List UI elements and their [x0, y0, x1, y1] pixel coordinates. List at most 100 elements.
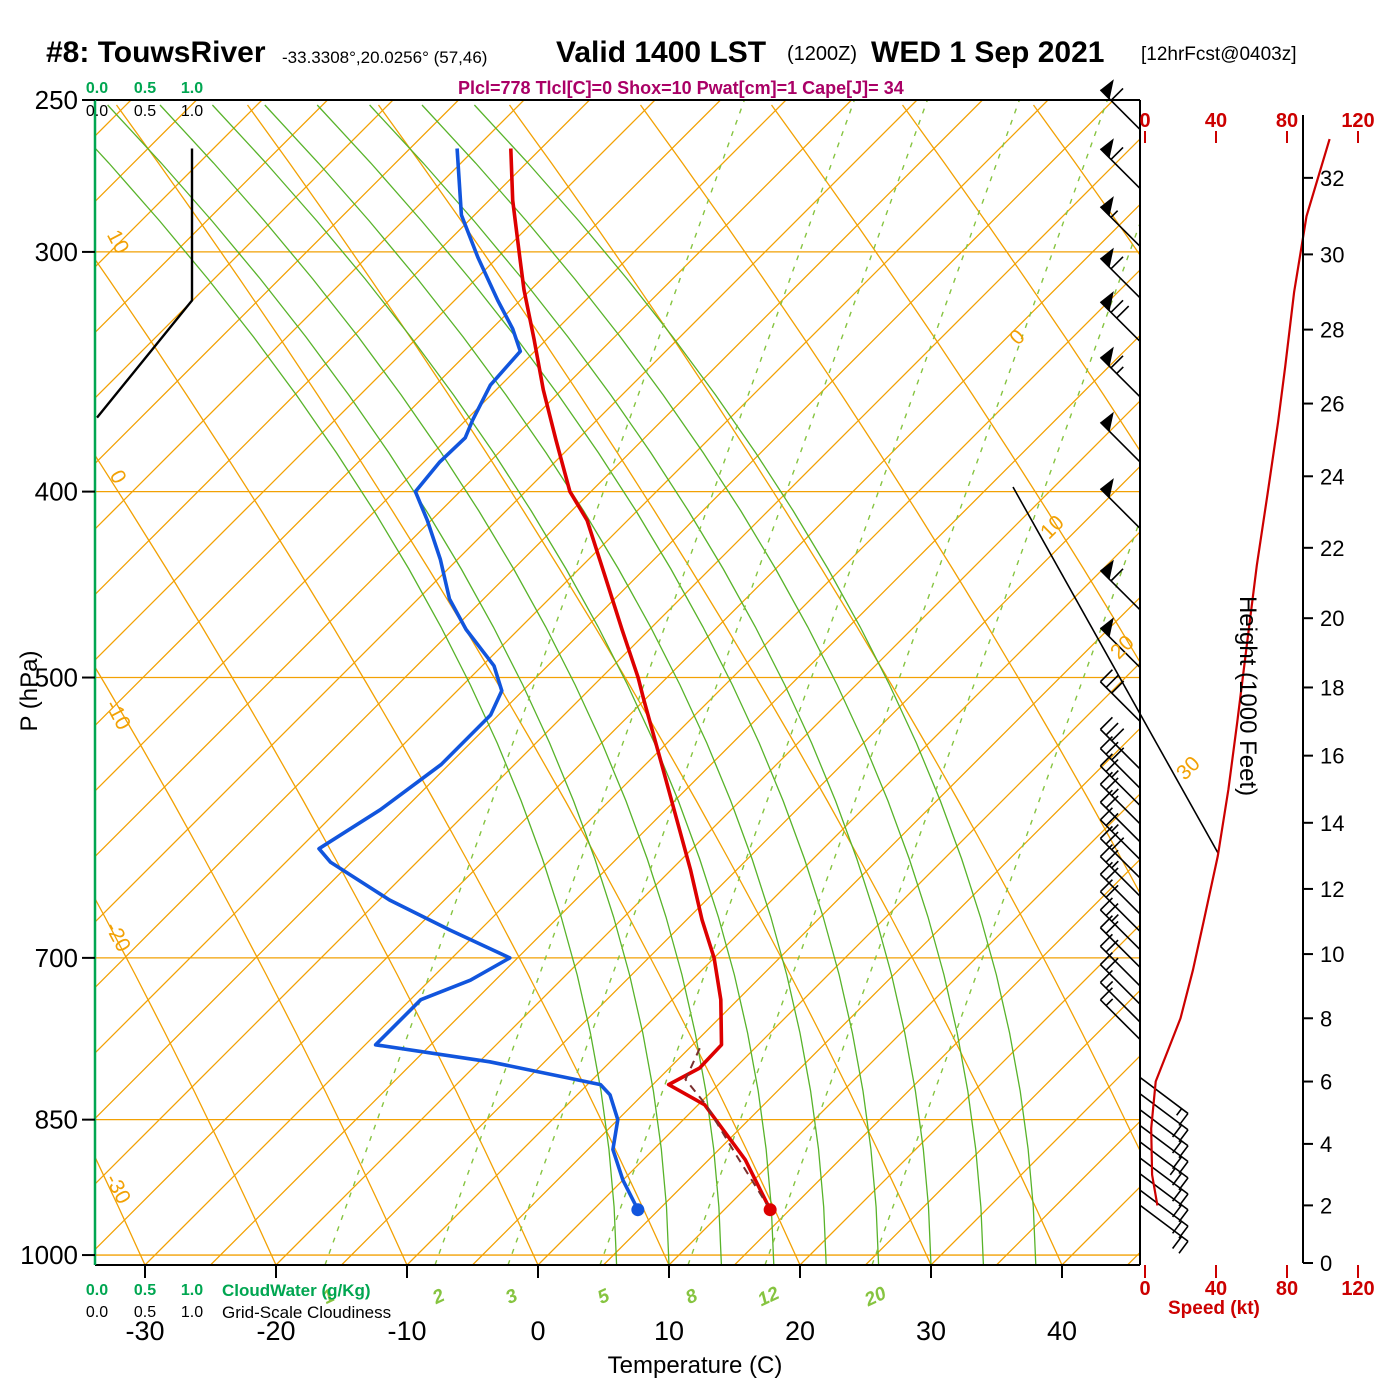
height-tick-label: 0 — [1320, 1251, 1332, 1276]
isotherm-line — [95, 100, 394, 399]
diagonal-reference-line — [1012, 486, 1219, 854]
speed-tick-label-top: 0 — [1139, 110, 1150, 132]
pressure-tick-label: 400 — [35, 477, 78, 507]
wind-barb-staff — [1099, 148, 1141, 190]
wind-barb-staff — [1099, 627, 1141, 669]
wind-barb-full — [1105, 884, 1119, 898]
temperature-tick-label: 30 — [916, 1316, 946, 1346]
isotherm-line — [95, 203, 1140, 1251]
dry-adiabat-label: 10 — [102, 226, 133, 257]
cloudiness-curve — [96, 148, 194, 419]
isotherm-line — [95, 100, 983, 989]
wind-barb-staff — [1099, 964, 1141, 1005]
isotherm-label: 10 — [1036, 511, 1069, 544]
wind-barb-full — [1105, 674, 1119, 688]
forecast-tag: [12hrFcst@0403z] — [1141, 44, 1297, 65]
wind-barb-half — [1111, 823, 1119, 832]
dry-adiabat-label: 0 — [105, 466, 131, 487]
wind-barb-staff — [1099, 421, 1141, 463]
valid-time: Valid 1400 LST — [556, 36, 767, 69]
temperature-tick-label: 0 — [530, 1316, 545, 1346]
isotherm-line — [537, 662, 1140, 1265]
wind-barb-staff — [1099, 873, 1141, 915]
wind-barb-full — [1099, 987, 1113, 1001]
wind-barb-staff — [1099, 206, 1141, 247]
wind-barb-full — [1099, 716, 1113, 730]
isotherm-line — [95, 100, 656, 661]
wind-barb-pennant — [1100, 478, 1114, 498]
isotherm-line — [95, 100, 918, 923]
wind-barb-half — [1116, 366, 1124, 375]
wind-barb-full — [1105, 849, 1119, 863]
height-tick-label: 30 — [1320, 242, 1344, 267]
wind-barb-half — [1105, 998, 1114, 1007]
isotherm-line — [95, 100, 787, 792]
height-tick-label: 10 — [1320, 942, 1344, 967]
temperature-tick-label: -20 — [256, 1316, 295, 1346]
wind-barb-staff — [1099, 927, 1141, 968]
parcel-ascent-curve — [684, 1045, 772, 1211]
wind-barb-staff — [1099, 891, 1141, 932]
mixing-ratio-line — [764, 221, 1140, 1265]
dry-adiabat-line — [377, 104, 1063, 1265]
dry-adiabat-line — [115, 104, 801, 1265]
wind-barb-full — [1111, 747, 1125, 761]
isotherm-line — [799, 924, 1140, 1265]
wind-barb-full — [1099, 969, 1113, 983]
speed-tick-label-bottom: 80 — [1276, 1278, 1298, 1300]
isotherm-line — [603, 727, 1140, 1265]
temperature-tick-label: -10 — [387, 1316, 426, 1346]
isotherm-label: 20 — [1106, 631, 1139, 664]
wind-barb-full — [1178, 1240, 1189, 1254]
wind-barb-staff — [1099, 783, 1141, 825]
reference-lines — [96, 148, 1219, 854]
wind-barb-staff — [1139, 1124, 1189, 1163]
station-title: #8: TouwsRiver — [46, 36, 266, 69]
isotherm-line — [1061, 1186, 1140, 1265]
isotherm-label: 0 — [1005, 325, 1030, 350]
wind-barb-full — [1111, 728, 1125, 742]
station-coords: -33.3308°,20.0256° (57,46) — [282, 48, 488, 67]
wind-barb-staff — [1139, 1157, 1189, 1195]
height-tick-label: 2 — [1320, 1193, 1332, 1218]
cloudwater-axis-title: CloudWater (g/Kg) — [222, 1281, 371, 1300]
wind-barb-staff — [1099, 819, 1141, 861]
wind-barb-staff — [1139, 1204, 1189, 1242]
valid-date: WED 1 Sep 2021 — [871, 36, 1105, 69]
mixing-ratio-line — [687, 100, 1109, 1265]
cloudwater-scale-label-top: 1.0 — [181, 80, 203, 97]
wind-barb-column — [1099, 79, 1189, 1254]
height-tick-label: 26 — [1320, 392, 1344, 417]
dry-adiabat-line — [0, 105, 14, 1265]
isotherm-line — [95, 100, 328, 334]
height-tick-label: 22 — [1320, 536, 1344, 561]
dry-adiabat-line — [508, 104, 1140, 1153]
pressure-axis-title: P (hPa) — [16, 650, 43, 732]
plot-frame — [93, 99, 1141, 1266]
wind-barb-full — [1099, 897, 1113, 911]
wind-barb-staff — [1099, 356, 1141, 398]
temperature-tick-label: -30 — [125, 1316, 164, 1346]
wind-barb-full — [1099, 861, 1113, 875]
moist-adiabat-line — [369, 104, 932, 1265]
height-tick-label: 6 — [1320, 1070, 1332, 1095]
dry-adiabat-label: -20 — [100, 918, 135, 956]
wind-barb-full — [1099, 669, 1113, 683]
wind-barb-full — [1105, 867, 1119, 881]
cloudiness-scale-label-top: 0.5 — [134, 103, 156, 120]
moist-adiabat-line — [107, 104, 670, 1265]
wind-barb-full — [1105, 902, 1119, 917]
isotherm-line — [95, 138, 1140, 1185]
wind-barb-staff — [1139, 1076, 1189, 1115]
wind-barb-half — [1111, 860, 1119, 869]
speed-tick-label-top: 120 — [1341, 110, 1374, 132]
wind-barb-full — [1105, 957, 1119, 971]
wind-barb-full — [1099, 933, 1113, 947]
mixing-ratio-line — [507, 100, 929, 1265]
temperature-tick-label: 20 — [785, 1316, 815, 1346]
wind-barb-staff — [1099, 837, 1141, 879]
wind-barb-full — [1105, 722, 1119, 736]
wind-barb-full — [1110, 299, 1124, 313]
